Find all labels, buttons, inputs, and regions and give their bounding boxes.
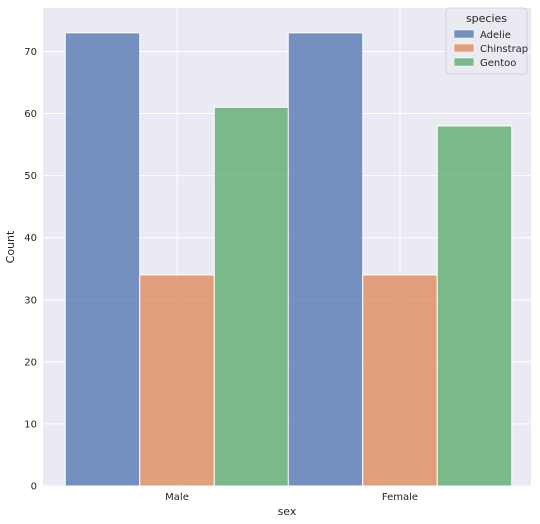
x-tick-label: Female [382, 492, 418, 503]
legend-label-gentoo: Gentoo [480, 58, 516, 69]
y-tick-labels: 0 10 20 30 40 50 60 70 [24, 47, 37, 493]
y-axis-label: Count [4, 230, 17, 263]
bar-adelie-male [64, 32, 141, 487]
y-tick-label: 50 [24, 171, 37, 182]
legend-title: species [466, 12, 507, 25]
bars [64, 32, 513, 487]
legend: species Adelie Chinstrap Gentoo [445, 7, 528, 75]
legend-label-adelie: Adelie [480, 30, 511, 41]
y-tick-label: 10 [24, 419, 37, 430]
x-axis-label: sex [278, 505, 297, 518]
legend-swatch-chinstrap [453, 43, 475, 53]
legend-box [445, 7, 528, 75]
bar-gentoo-male [213, 106, 290, 487]
x-tick-labels: Male Female [165, 492, 418, 503]
legend-label-chinstrap: Chinstrap [480, 44, 528, 55]
x-tick-label: Male [165, 492, 189, 503]
bar-chinstrap-female [362, 274, 438, 487]
legend-swatch-adelie [453, 29, 475, 39]
y-tick-label: 40 [24, 233, 37, 244]
bar-chinstrap-male [139, 274, 215, 487]
y-tick-label: 30 [24, 295, 37, 306]
bar-adelie-female [287, 32, 364, 487]
bar-gentoo-female [436, 125, 513, 487]
y-tick-label: 20 [24, 357, 37, 368]
y-tick-label: 60 [24, 109, 37, 120]
legend-swatch-gentoo [453, 57, 475, 67]
y-tick-label: 0 [31, 482, 37, 493]
y-tick-label: 70 [24, 47, 37, 58]
